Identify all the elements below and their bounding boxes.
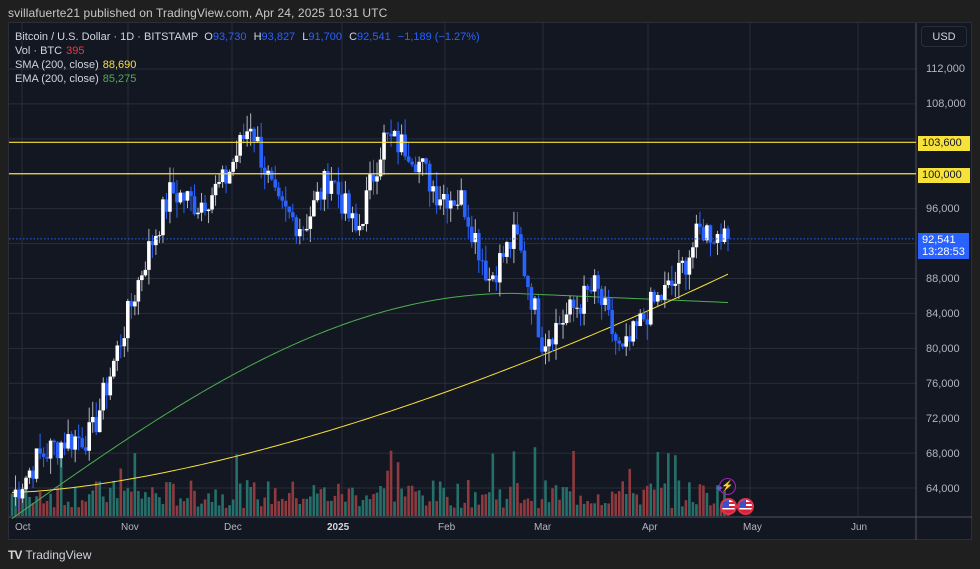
y-tick: 64,000: [926, 483, 960, 495]
tradingview-logo[interactable]: TV TradingView: [8, 548, 91, 562]
x-tick: Apr: [642, 522, 658, 533]
legend-volume-row[interactable]: Vol · BTC 395: [15, 45, 85, 57]
change-value: −1,189 (−1.27%): [397, 31, 480, 43]
level-tag-100000[interactable]: 100,000: [918, 168, 970, 183]
currency-button[interactable]: USD: [921, 26, 967, 47]
x-tick: Dec: [224, 522, 242, 533]
y-tick: 96,000: [926, 203, 960, 215]
y-tick: 84,000: [926, 308, 960, 320]
bar-countdown: 13:28:53: [922, 246, 965, 258]
y-tick: 72,000: [926, 413, 960, 425]
x-tick: Jun: [851, 522, 868, 533]
tradingview-mark-icon: TV: [8, 548, 22, 562]
legend-ohlc-row: Bitcoin / U.S. Dollar · 1D · BITSTAMP O9…: [15, 31, 480, 43]
x-tick: Feb: [438, 522, 456, 533]
y-tick: 88,000: [926, 273, 960, 285]
tradingview-brand: TradingView: [25, 548, 92, 562]
legend-ema-row[interactable]: EMA (200, close) 85,275: [15, 73, 137, 85]
y-tick: 112,000: [926, 63, 965, 75]
y-tick: 108,000: [926, 98, 966, 110]
ema-value: 85,275: [102, 73, 137, 85]
chart-frame[interactable]: [8, 22, 972, 540]
sma-value: 88,690: [102, 59, 137, 71]
volume-value: 395: [66, 45, 85, 57]
low-value: 91,700: [308, 31, 343, 43]
x-tick: Nov: [121, 522, 139, 533]
symbol-title[interactable]: Bitcoin / U.S. Dollar · 1D · BITSTAMP: [15, 31, 199, 43]
y-tick: 68,000: [926, 448, 960, 460]
last-price: 92,541: [922, 234, 956, 246]
level-tag-103600[interactable]: 103,600: [918, 136, 970, 151]
lightning-event-icon[interactable]: ⚡: [719, 478, 736, 495]
publisher-line: svillafuerte21 published on TradingView.…: [8, 6, 388, 20]
us-flag-event-icon[interactable]: [720, 498, 737, 515]
chart-legend: Bitcoin / U.S. Dollar · 1D · BITSTAMP O9…: [15, 30, 480, 86]
close-value: 92,541: [357, 31, 391, 43]
open-value: 93,730: [212, 31, 247, 43]
us-flag-event-icon[interactable]: [737, 498, 754, 515]
last-price-tag: 92,541 13:28:53: [918, 233, 969, 259]
y-tick: 76,000: [926, 378, 960, 390]
x-tick: 2025: [327, 522, 350, 533]
high-value: 93,827: [261, 31, 296, 43]
x-tick: Oct: [15, 522, 31, 533]
x-tick: Mar: [534, 522, 552, 533]
legend-sma-row[interactable]: SMA (200, close) 88,690: [15, 59, 137, 71]
y-tick: 80,000: [926, 343, 960, 355]
x-tick: May: [743, 522, 762, 533]
